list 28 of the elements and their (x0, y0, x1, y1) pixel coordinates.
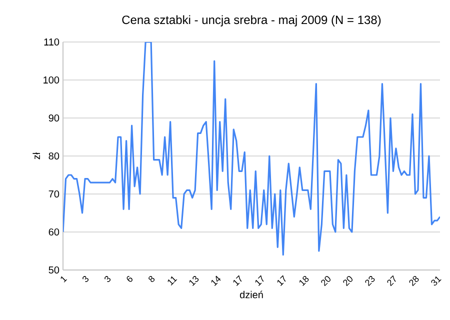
y-tick-label: 100 (44, 76, 60, 84)
y-tick-label: 50 (48, 266, 60, 274)
x-tick-label: 27 (387, 275, 396, 286)
x-tick-label: 8 (148, 276, 155, 282)
x-tick-label: 17 (277, 275, 286, 286)
x-tick-label: 11 (168, 276, 178, 286)
x-tick-label: 31 (431, 276, 442, 286)
x-tick-label: 13 (189, 276, 199, 286)
y-axis-title: zł (32, 152, 40, 160)
x-axis-title: dzień (240, 290, 263, 298)
x-tick-label: 14 (211, 276, 221, 286)
x-tick-label: 17 (233, 275, 242, 286)
x-tick-label: 1 (60, 276, 68, 282)
y-tick-label: 90 (48, 114, 60, 122)
chart-title: Cena sztabki - uncja srebra - maj 2009 (N = 138) (122, 15, 381, 26)
x-tick-label: 18 (299, 276, 309, 286)
x-tick-label: 20 (321, 276, 330, 286)
x-tick-label: 3 (104, 276, 111, 282)
y-tick-label: 110 (44, 38, 60, 46)
x-tick-label: 3 (82, 276, 89, 282)
x-tick-label: 17 (255, 275, 264, 286)
x-tick-label: 23 (365, 276, 375, 286)
x-tick-label: 6 (126, 276, 132, 282)
x-tick-label: 20 (343, 276, 353, 286)
x-tick-label: 28 (409, 276, 419, 286)
y-tick-label: 60 (48, 228, 60, 236)
y-tick-label: 80 (48, 152, 60, 160)
y-tick-label: 70 (48, 190, 60, 198)
